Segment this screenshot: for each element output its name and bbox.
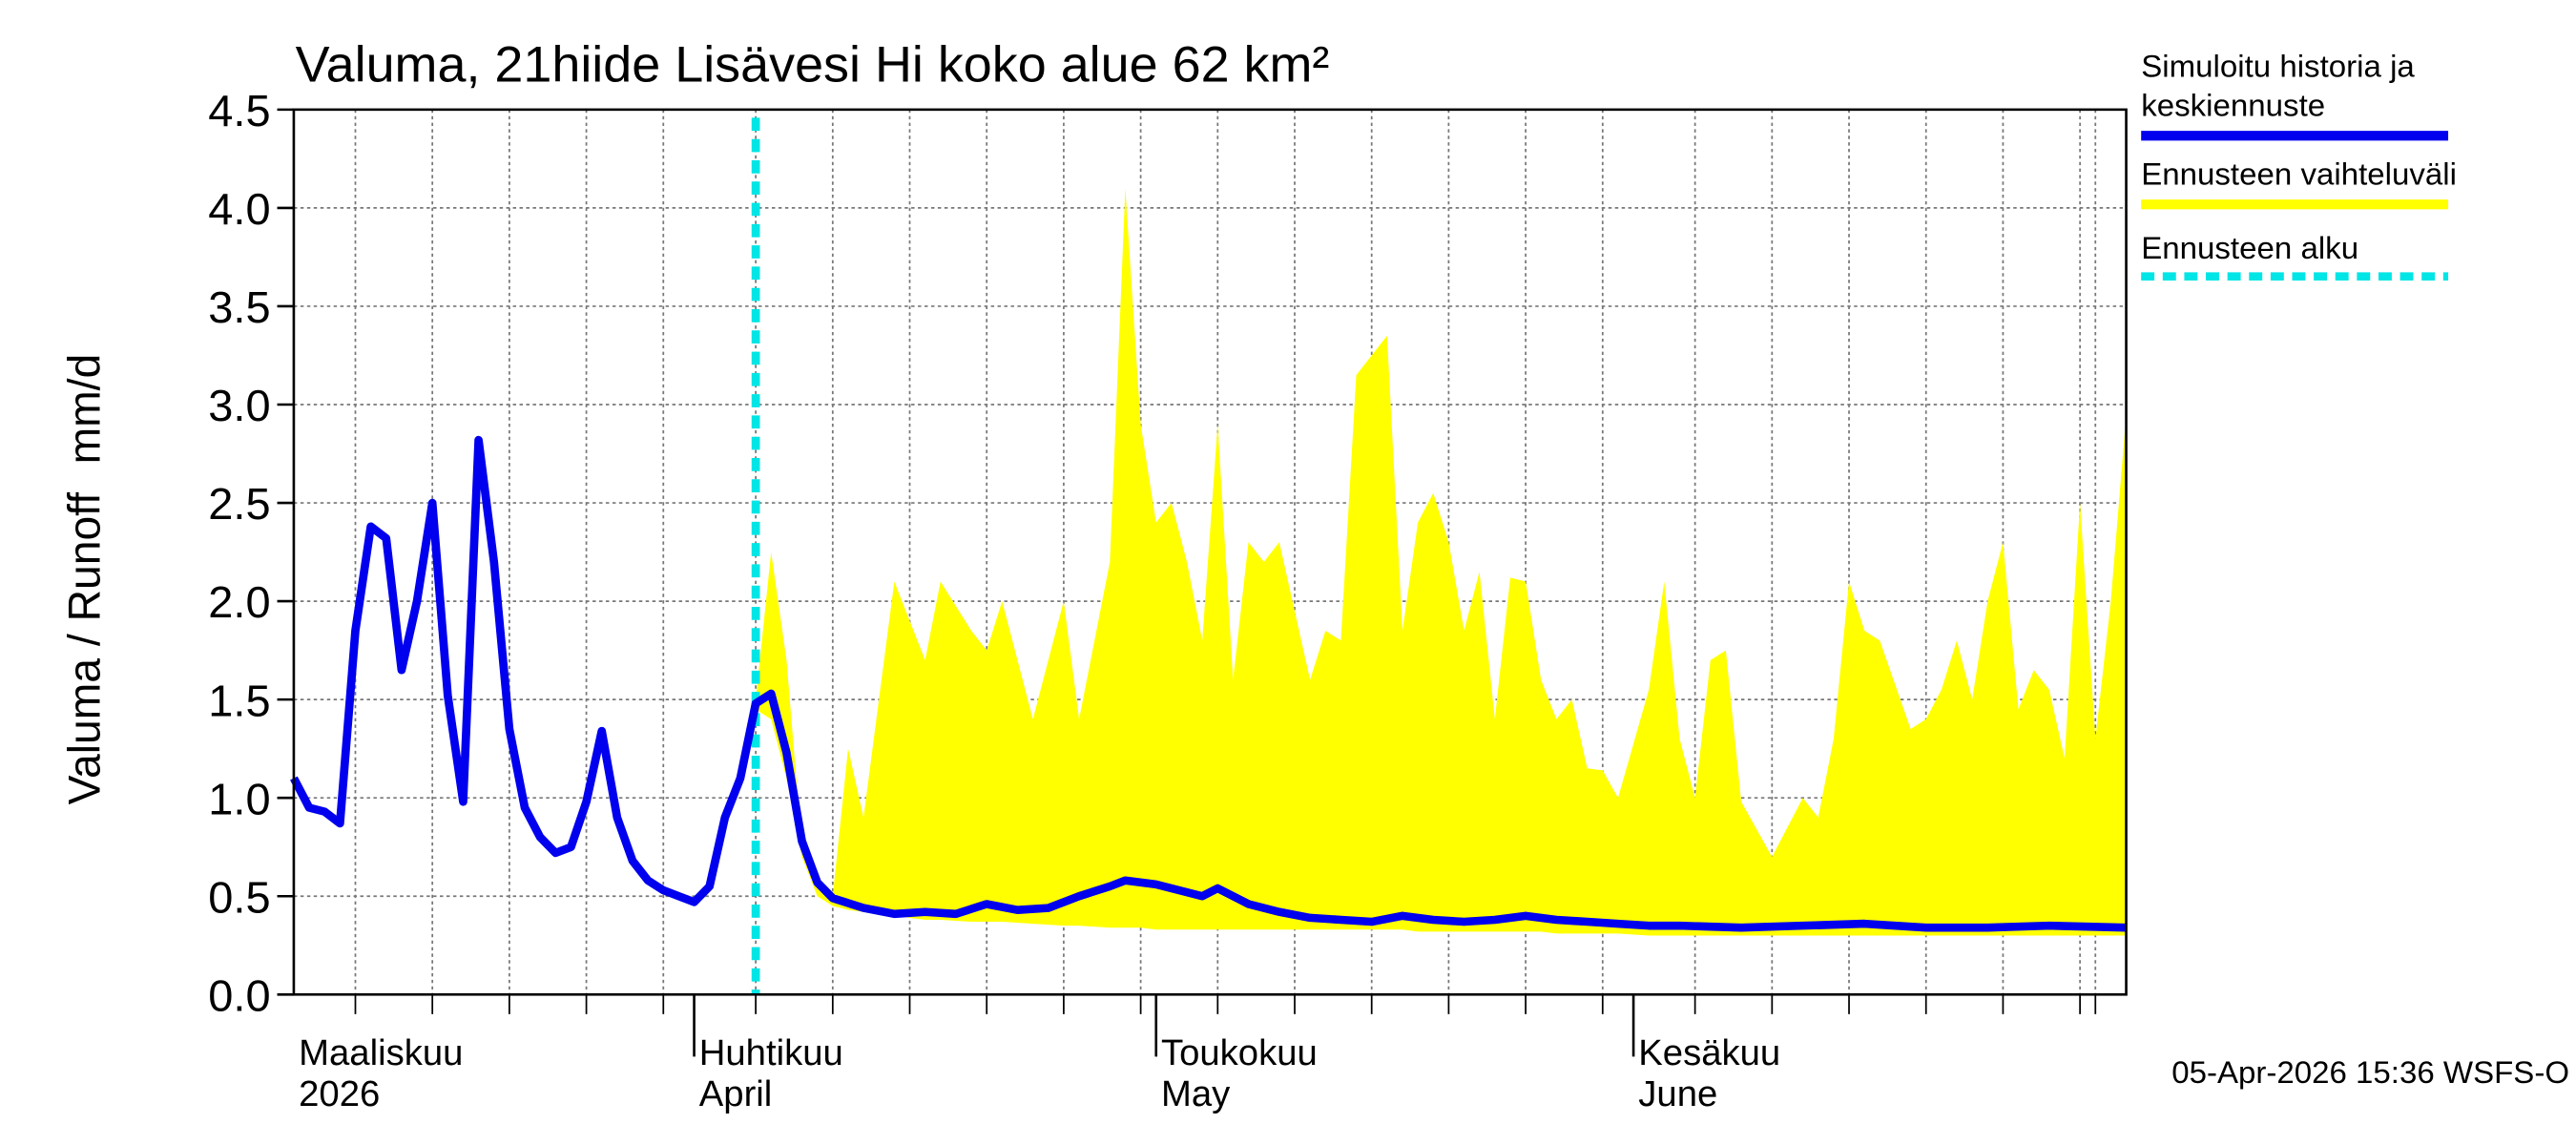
y-tick-label: 0.5 (208, 873, 270, 923)
y-tick-label: 1.0 (208, 775, 270, 824)
x-tick-label: 2026 (299, 1074, 380, 1114)
legend-label-box: Ennusteen alku (2141, 232, 2359, 267)
legend-label-box: Ennusteen vaihteluväli (2141, 158, 2457, 194)
legend-label: Ennusteen alku (2141, 232, 2359, 267)
legend-label: Simuloitu historia ja keskiennuste (2141, 51, 2415, 125)
x-tick-label: Toukokuu (1161, 1033, 1318, 1073)
x-tick-label: June (1638, 1074, 1717, 1114)
y-tick-label: 1.5 (208, 677, 270, 726)
x-tick-label: Maaliskuu (299, 1033, 463, 1073)
y-axis-label: Valuma / Runoff (59, 491, 109, 805)
y-tick-label: 2.0 (208, 578, 270, 628)
y-tick-label: 2.5 (208, 480, 270, 530)
y-tick-label: 4.0 (208, 184, 270, 234)
legend-label-box: Simuloitu historia ja keskiennuste (2141, 51, 2415, 125)
footer: 05-Apr-2026 15:36 WSFS-O (2171, 1054, 2569, 1090)
plot-frame (292, 108, 2128, 996)
x-tick-label: Huhtikuu (699, 1033, 843, 1073)
chart-title: Valuma, 21hiide Lisävesi Hi koko alue 62… (296, 37, 1330, 94)
y-axis-unit: mm/d (59, 354, 109, 465)
legend-label: Ennusteen vaihteluväli (2141, 158, 2457, 194)
y-tick-label: 3.5 (208, 282, 270, 332)
y-tick-label: 4.5 (208, 86, 270, 135)
y-tick-label: 0.0 (208, 971, 270, 1021)
forecast-range (756, 188, 2127, 936)
x-tick-label: Kesäkuu (1638, 1033, 1780, 1073)
x-tick-label: May (1161, 1074, 1230, 1114)
x-tick-label: April (699, 1074, 773, 1114)
y-tick-label: 3.0 (208, 381, 270, 430)
series-line (290, 435, 2127, 932)
